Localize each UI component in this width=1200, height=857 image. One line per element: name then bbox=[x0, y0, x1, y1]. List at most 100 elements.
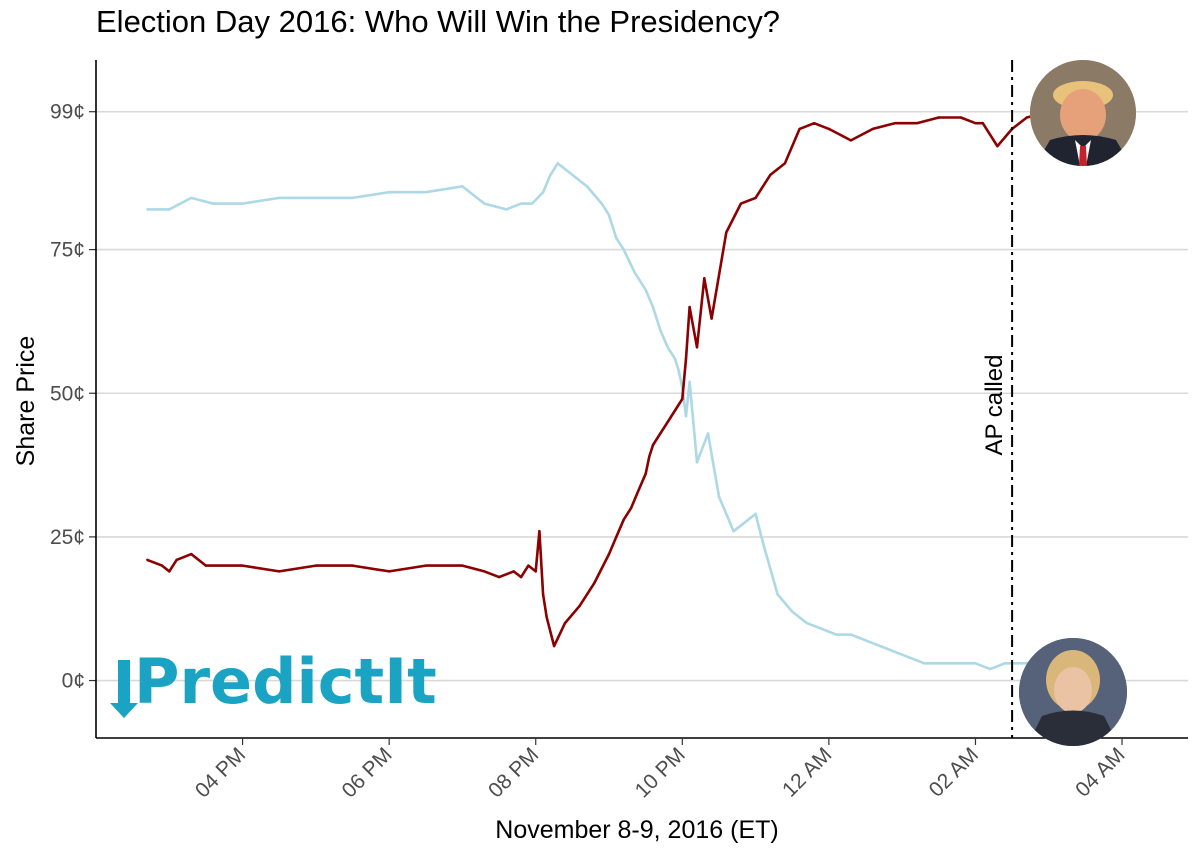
data-point bbox=[659, 432, 662, 435]
data-point bbox=[677, 369, 680, 372]
data-point bbox=[314, 196, 318, 200]
data-point bbox=[908, 656, 911, 659]
data-point bbox=[483, 570, 486, 573]
clinton-photo bbox=[1019, 638, 1127, 746]
y-axis-title: Share Price bbox=[12, 336, 40, 467]
data-point bbox=[424, 190, 427, 194]
predictit-logo-text: PredictIt bbox=[134, 645, 437, 718]
data-point bbox=[827, 127, 831, 131]
data-point bbox=[278, 570, 281, 573]
data-point bbox=[175, 558, 178, 562]
data-point bbox=[648, 455, 651, 458]
data-point bbox=[190, 552, 193, 556]
data-point bbox=[549, 173, 552, 177]
data-point bbox=[160, 564, 164, 567]
data-point bbox=[190, 196, 193, 200]
data-point bbox=[813, 122, 816, 125]
data-point bbox=[673, 357, 677, 360]
data-point bbox=[578, 604, 581, 608]
data-point bbox=[864, 639, 867, 642]
data-point bbox=[519, 202, 523, 205]
data-point bbox=[483, 202, 486, 205]
data-point bbox=[959, 116, 963, 119]
series-line-1 bbox=[147, 162, 1071, 671]
data-point bbox=[732, 529, 735, 533]
chart-title: Election Day 2016: Who Will Win the Pres… bbox=[96, 4, 781, 39]
data-point bbox=[871, 127, 875, 131]
data-point bbox=[754, 196, 757, 200]
data-point bbox=[168, 570, 171, 573]
data-point bbox=[981, 122, 984, 125]
data-point bbox=[754, 512, 757, 516]
data-point bbox=[593, 581, 596, 585]
data-point bbox=[461, 185, 464, 188]
data-point bbox=[666, 420, 669, 424]
data-point bbox=[651, 305, 655, 309]
data-point bbox=[538, 529, 541, 533]
data-point bbox=[937, 662, 941, 665]
data-point bbox=[552, 644, 556, 648]
data-point bbox=[629, 506, 633, 510]
data-point bbox=[146, 208, 149, 211]
data-point bbox=[168, 208, 171, 211]
data-point bbox=[351, 196, 354, 200]
data-point bbox=[1018, 662, 1021, 665]
annotations: AP called bbox=[981, 60, 1014, 738]
ap-called-label: AP called bbox=[981, 355, 1008, 456]
data-point bbox=[607, 213, 611, 217]
data-point bbox=[747, 518, 750, 521]
data-point bbox=[710, 317, 713, 320]
data-point bbox=[637, 489, 640, 493]
data-point bbox=[783, 162, 787, 165]
trump-photo bbox=[1030, 60, 1136, 166]
y-tick-label: 0¢ bbox=[62, 670, 85, 693]
x-axis-title: November 8-9, 2016 (ET) bbox=[495, 816, 778, 844]
data-point bbox=[988, 667, 992, 671]
data-point bbox=[659, 328, 662, 332]
data-point bbox=[791, 610, 794, 613]
data-point bbox=[146, 558, 149, 562]
data-point bbox=[644, 288, 647, 292]
data-point bbox=[424, 564, 427, 567]
data-point bbox=[530, 202, 534, 205]
data-point bbox=[820, 627, 823, 631]
data-point bbox=[974, 662, 977, 665]
data-point bbox=[706, 432, 710, 435]
data-point bbox=[688, 305, 691, 309]
data-point bbox=[278, 196, 281, 200]
data-point bbox=[805, 621, 809, 625]
data-point bbox=[703, 277, 706, 280]
data-point bbox=[527, 564, 530, 567]
data-point bbox=[878, 644, 882, 648]
data-point bbox=[563, 621, 567, 625]
data-point bbox=[835, 633, 838, 636]
data-point bbox=[681, 397, 684, 401]
data-point bbox=[622, 248, 625, 251]
x-tick-label: 04 PM bbox=[191, 743, 250, 802]
data-point bbox=[688, 380, 691, 383]
series-lines bbox=[146, 110, 1072, 671]
data-point bbox=[695, 461, 699, 464]
x-tick-label: 06 PM bbox=[338, 743, 397, 802]
data-point bbox=[212, 202, 215, 205]
data-point bbox=[387, 190, 391, 194]
data-point bbox=[600, 202, 603, 205]
data-point bbox=[673, 409, 677, 412]
data-point bbox=[541, 593, 545, 596]
data-point bbox=[512, 570, 515, 573]
data-point bbox=[607, 552, 611, 556]
data-point bbox=[1003, 662, 1006, 665]
data-point bbox=[556, 162, 559, 165]
series-line-0 bbox=[146, 110, 1072, 648]
data-point bbox=[849, 633, 853, 636]
data-point bbox=[717, 495, 721, 498]
data-point bbox=[571, 173, 574, 177]
data-point bbox=[695, 346, 699, 349]
data-point bbox=[1025, 116, 1028, 119]
data-point bbox=[725, 231, 728, 234]
data-point bbox=[505, 208, 508, 211]
data-point bbox=[849, 139, 853, 142]
x-tick-label: 12 AM bbox=[778, 743, 836, 801]
data-point bbox=[241, 564, 244, 567]
